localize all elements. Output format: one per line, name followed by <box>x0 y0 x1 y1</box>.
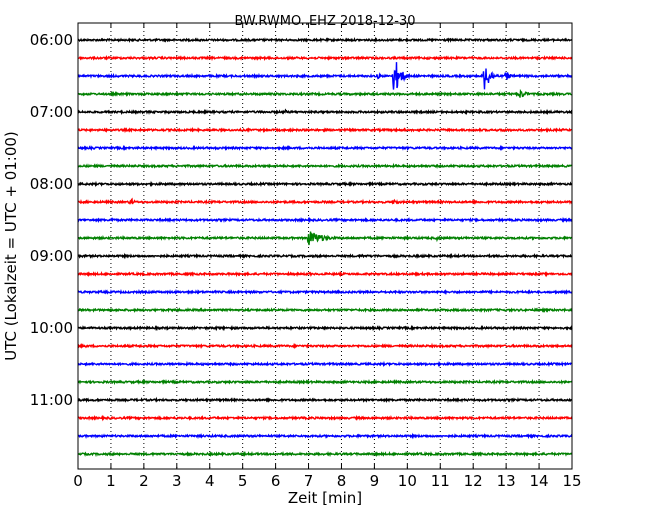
trace-0900 <box>77 252 573 260</box>
y-tick-label-1100: 11:00 <box>30 391 73 409</box>
trace-0915 <box>77 270 573 278</box>
y-tick-label-1000: 10:00 <box>30 319 73 337</box>
trace-1045 <box>77 378 573 386</box>
y-axis-hour-labels: 06:00 07:00 08:00 09:00 10:00 11:00 <box>30 31 572 409</box>
trace-0700 <box>77 108 573 116</box>
x-tick-label-6: 6 <box>271 472 281 490</box>
y-tick-label-0900: 09:00 <box>30 247 73 265</box>
x-tick-label-2: 2 <box>139 472 149 490</box>
x-tick-label-11: 11 <box>431 472 450 490</box>
plot-frame <box>77 22 573 470</box>
trace-1100 <box>77 396 573 404</box>
x-tick-label-14: 14 <box>530 472 549 490</box>
x-tick-label-15: 15 <box>562 472 581 490</box>
x-tick-label-8: 8 <box>337 472 347 490</box>
x-tick-label-3: 3 <box>172 472 182 490</box>
trace-0730 <box>77 144 573 152</box>
y-axis-label: UTC (Lokalzeit = UTC + 01:00) <box>2 131 20 361</box>
trace-0845 <box>77 231 573 246</box>
y-tick-label-0800: 08:00 <box>30 175 73 193</box>
x-tick-label-7: 7 <box>304 472 314 490</box>
x-tick-label-9: 9 <box>370 472 380 490</box>
trace-0800 <box>77 180 573 188</box>
trace-0630 <box>77 62 573 90</box>
trace-0945 <box>77 306 573 313</box>
trace-0745 <box>77 162 573 170</box>
y-tick-label-0700: 07:00 <box>30 103 73 121</box>
trace-0930 <box>77 288 573 296</box>
x-tick-label-1: 1 <box>106 472 116 490</box>
x-axis-label: Zeit [min] <box>288 489 362 507</box>
trace-1115 <box>77 414 573 422</box>
trace-1015 <box>77 342 573 350</box>
y-tick-label-0600: 06:00 <box>30 31 73 49</box>
x-tick-label-4: 4 <box>205 472 215 490</box>
trace-0600 <box>77 36 573 44</box>
vertical-gridlines <box>110 23 540 469</box>
trace-0830 <box>77 216 573 224</box>
x-tick-label-12: 12 <box>464 472 483 490</box>
seismic-traces <box>77 36 573 458</box>
chart-title: BW.RWMO..EHZ 2018-12-30 <box>234 14 415 29</box>
trace-0815 <box>77 197 573 206</box>
trace-0615 <box>77 54 573 62</box>
trace-0645 <box>77 88 573 98</box>
trace-1130 <box>77 432 573 440</box>
trace-1030 <box>77 360 573 368</box>
trace-1145 <box>77 450 573 458</box>
x-tick-label-5: 5 <box>238 472 248 490</box>
x-tick-label-10: 10 <box>398 472 417 490</box>
x-axis-ticks: 0 1 2 3 4 5 6 7 8 9 10 11 12 13 14 15 <box>73 23 582 490</box>
trace-1000 <box>77 324 573 332</box>
x-tick-label-0: 0 <box>73 472 83 490</box>
x-tick-label-13: 13 <box>497 472 516 490</box>
trace-0715 <box>77 126 573 134</box>
